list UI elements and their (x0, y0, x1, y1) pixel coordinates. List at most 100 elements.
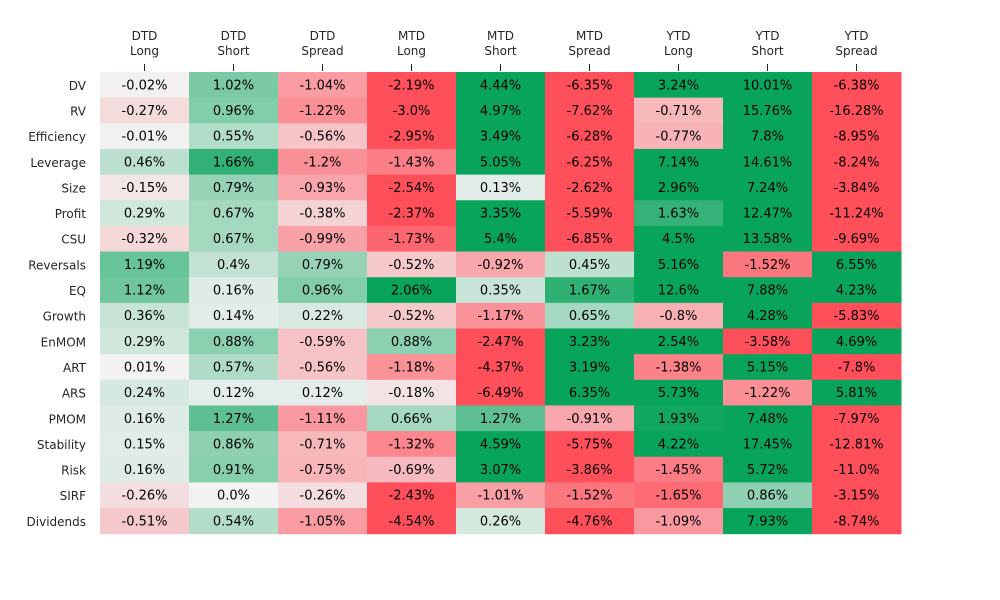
heatmap-cell (100, 277, 190, 304)
cell-value-label: -6.85% (567, 232, 613, 247)
cell-value-label: 1.63% (658, 207, 699, 222)
heatmap-cell (367, 508, 457, 535)
cell-value-label: -7.62% (567, 104, 613, 119)
cell-value-label: -1.73% (389, 232, 435, 247)
cell-value-label: -6.49% (478, 386, 524, 401)
heatmap-cell (723, 354, 813, 381)
cell-value-label: 0.16% (124, 412, 165, 427)
heatmap-cell (545, 379, 635, 406)
cell-value-label: -0.51% (122, 514, 168, 529)
cell-value-label: -5.59% (567, 207, 613, 222)
heatmap-cell (545, 405, 635, 432)
row-tick-label: Growth (43, 310, 86, 324)
cell-value-label: 0.79% (302, 258, 343, 273)
heatmap-cell (545, 225, 635, 253)
cell-value-label: 0.13% (480, 181, 521, 196)
heatmap-cell (456, 148, 546, 176)
column-tick-label: YTD Long (664, 29, 693, 58)
cell-value-label: 1.19% (124, 258, 165, 273)
cell-value-label: 4.23% (836, 284, 877, 299)
cell-value-label: -4.76% (567, 514, 613, 529)
heatmap-cell (100, 302, 190, 329)
heatmap-cell (367, 405, 457, 432)
heatmap-cell (100, 482, 190, 509)
column-labels: DTD Long DTD Short DTD Spread MTD Long MTD Short M… (130, 29, 878, 71)
cell-value-label: 0.67% (213, 207, 254, 222)
heatmap-cell (100, 200, 190, 227)
heatmap-cell (812, 148, 902, 176)
heatmap-cell (367, 354, 457, 381)
heatmap-cell (634, 508, 724, 535)
heatmap-cell (723, 277, 813, 304)
heatmap-cell (723, 302, 813, 329)
row-tick-label: DV (69, 79, 87, 93)
cell-value-label: -1.17% (478, 309, 524, 324)
cell-value-label: -0.8% (660, 309, 698, 324)
heatmap-cell (812, 302, 902, 329)
heatmap-cell (812, 251, 902, 278)
cell-value-label: -7.8% (838, 360, 876, 375)
heatmap-cell (278, 328, 368, 355)
cell-value-label: 12.47% (743, 207, 793, 222)
cell-value-label: 0.79% (213, 181, 254, 196)
heatmap-cell (189, 379, 279, 406)
cell-value-label: -0.26% (300, 489, 346, 504)
heatmap-cell (634, 277, 724, 304)
cell-value-label: 0.29% (124, 335, 165, 350)
heatmap-cell (634, 482, 724, 509)
heatmap-cell (189, 97, 279, 124)
heatmap-cell (634, 148, 724, 176)
cell-value-label: 0.88% (213, 335, 254, 350)
cell-value-label: 3.19% (569, 360, 610, 375)
cell-value-label: -1.52% (567, 489, 613, 504)
heatmap-cell (278, 251, 368, 278)
heatmap-cell (456, 328, 546, 355)
row-tick-label: Leverage (30, 156, 86, 170)
heatmap-cell (634, 302, 724, 329)
heatmap-cell (723, 251, 813, 278)
heatmap-cell (812, 97, 902, 124)
cell-value-label: 0.36% (124, 309, 165, 324)
row-tick-label: ART (63, 361, 87, 375)
heatmap-cell (278, 72, 368, 99)
cell-value-label: 0.26% (480, 514, 521, 529)
cell-value-label: -12.81% (829, 437, 883, 452)
cell-value-label: 4.28% (747, 309, 788, 324)
cell-value-label: -2.54% (389, 181, 435, 196)
heatmap-cell (189, 431, 279, 458)
column-tick-label: MTD Spread (568, 29, 610, 58)
heatmap-cell (278, 354, 368, 381)
cell-value-label: 4.97% (480, 104, 521, 119)
heatmap-cell (367, 225, 457, 253)
heatmap-cell (456, 251, 546, 278)
cell-value-label: -4.37% (478, 360, 524, 375)
cell-value-label: 1.67% (569, 284, 610, 299)
row-labels: DV RV Efficiency Leverage Size Profit CSU Rever… (27, 79, 87, 529)
row-tick-label: SIRF (60, 489, 86, 503)
cell-value-label: 0.86% (747, 489, 788, 504)
cell-value-label: 0.66% (391, 412, 432, 427)
heatmap-cell (189, 225, 279, 253)
cell-value-label: 14.61% (743, 155, 793, 170)
row-tick-label: Profit (55, 207, 87, 221)
cell-value-label: 4.44% (480, 78, 521, 93)
heatmap-cell (367, 431, 457, 458)
heatmap-cell (634, 200, 724, 227)
cell-value-label: 0.96% (302, 284, 343, 299)
cell-value-label: 0.14% (213, 309, 254, 324)
heatmap-cell (545, 508, 635, 535)
cell-value-label: 0.46% (124, 155, 165, 170)
cell-value-label: 15.76% (743, 104, 793, 119)
heatmap-cell (367, 97, 457, 124)
cell-value-label: 0.86% (213, 437, 254, 452)
cell-value-label: 5.73% (658, 386, 699, 401)
cell-value-label: -0.77% (656, 130, 702, 145)
heatmap-cell (812, 72, 902, 99)
cell-value-label: 5.05% (480, 155, 521, 170)
cell-value-label: 6.55% (836, 258, 877, 273)
heatmap-cell (189, 482, 279, 509)
heatmap-cell (723, 97, 813, 124)
heatmap-cell (278, 431, 368, 458)
cell-value-label: -11.0% (834, 463, 880, 478)
heatmap-cell (812, 405, 902, 432)
